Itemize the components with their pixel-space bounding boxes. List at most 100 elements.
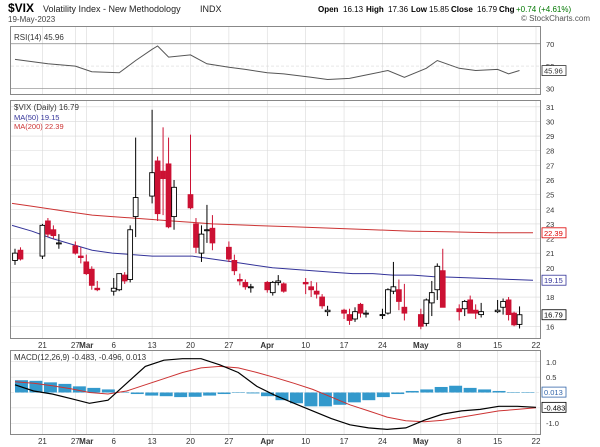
rsi-panel bbox=[10, 26, 541, 95]
low-label: Low bbox=[411, 5, 428, 14]
close-label: Close bbox=[451, 5, 473, 14]
candle-body bbox=[88, 268, 95, 286]
value-tags: 45.96 22.39 19.15 16.79 0.013 -0.483 bbox=[541, 65, 567, 413]
rsi-series bbox=[14, 45, 520, 81]
macd-histogram-bar bbox=[463, 387, 477, 393]
x-tick-label: 27 bbox=[71, 437, 80, 446]
candle-body bbox=[324, 309, 331, 313]
candle-body bbox=[269, 281, 276, 294]
macd-value-tag: -0.483 bbox=[541, 401, 567, 413]
macd-histogram-bar bbox=[362, 392, 376, 401]
candle-body bbox=[77, 255, 84, 258]
candle-body bbox=[516, 314, 523, 325]
x-tick-label: 15 bbox=[493, 341, 502, 350]
ma50-value-tag-box bbox=[541, 274, 567, 286]
x-tick-label: 6 bbox=[111, 437, 116, 446]
rsi-value-tag: 45.96 bbox=[541, 65, 567, 76]
x-tick-label: May bbox=[413, 341, 429, 350]
candle-body bbox=[461, 300, 468, 310]
macd-value-tag-box bbox=[541, 401, 567, 413]
macd-histogram-bar bbox=[289, 392, 303, 404]
x-tick-label: May bbox=[413, 437, 429, 446]
candle-body bbox=[434, 265, 441, 291]
macd-y-tick: 0.5 bbox=[546, 373, 556, 382]
candle-body bbox=[478, 311, 485, 316]
candle-body bbox=[275, 280, 282, 283]
low-value: 15.85 bbox=[429, 5, 450, 14]
x-tick-label: Apr bbox=[260, 437, 274, 446]
candle-body bbox=[417, 314, 424, 327]
close-value-tag-box bbox=[541, 309, 567, 321]
price-y-tick: 26 bbox=[546, 176, 554, 185]
candle-body bbox=[319, 296, 325, 307]
macd-histogram-bar bbox=[347, 392, 361, 403]
macd-histogram-bar bbox=[87, 387, 101, 393]
ma200-value-tag: 22.39 bbox=[541, 227, 567, 239]
candle-body bbox=[385, 289, 391, 314]
candle-body bbox=[193, 223, 199, 248]
macd-histogram-bar bbox=[391, 392, 405, 395]
ma50-value-tag: 19.15 bbox=[541, 274, 567, 286]
x-tick-label: 17 bbox=[340, 341, 349, 350]
candle-body bbox=[94, 287, 101, 291]
candle-body bbox=[127, 229, 134, 280]
x-tick-label: 13 bbox=[148, 341, 157, 350]
close-value-tag: 16.79 bbox=[541, 309, 567, 321]
candle-body bbox=[165, 163, 172, 228]
macd-histogram-bar bbox=[188, 392, 202, 397]
ma200-legend: MA(200) 22.39 bbox=[14, 122, 64, 131]
x-tick-label: 22 bbox=[532, 437, 541, 446]
price-y-tick: 30 bbox=[546, 117, 554, 126]
macd-histogram-bar bbox=[434, 386, 448, 393]
candle-body bbox=[116, 273, 123, 291]
security-name: Volatility Index - New Methodology bbox=[43, 4, 181, 14]
exchange-label: INDX bbox=[200, 4, 222, 14]
macd-histogram-bar bbox=[130, 392, 144, 395]
candle-body bbox=[308, 286, 314, 291]
price-y-tick: 28 bbox=[546, 147, 554, 156]
candle-body bbox=[500, 300, 506, 308]
close-value: 16.79 bbox=[477, 5, 498, 14]
macd-histogram-bar bbox=[449, 385, 463, 393]
x-tick-label: Apr bbox=[260, 341, 274, 350]
x-tick-label: 21 bbox=[38, 437, 47, 446]
ma50-line bbox=[11, 224, 534, 281]
candle-body bbox=[187, 194, 194, 209]
macd-histogram-bar bbox=[261, 392, 274, 397]
candle-body bbox=[149, 172, 155, 197]
x-tick-label: 20 bbox=[186, 437, 195, 446]
candle-body bbox=[280, 283, 287, 292]
x-tick-label: 24 bbox=[378, 437, 387, 446]
macd-histogram-bar bbox=[304, 392, 318, 407]
candle-body bbox=[379, 314, 386, 317]
candle-body bbox=[505, 299, 512, 316]
candle-body bbox=[17, 249, 24, 260]
price-panel bbox=[10, 100, 541, 339]
price-y-tick: 25 bbox=[546, 191, 554, 200]
high-label: High bbox=[366, 5, 384, 14]
ma50-value-tag-text: 19.15 bbox=[544, 276, 563, 285]
macd-histogram-bar bbox=[145, 392, 159, 396]
rsi-title: RSI(14) 45.96 bbox=[14, 33, 64, 42]
candle-body bbox=[390, 286, 397, 292]
candle-body bbox=[428, 292, 435, 304]
price-y-tick: 18 bbox=[546, 293, 554, 302]
candle-body bbox=[237, 279, 243, 282]
x-tick-label: 24 bbox=[378, 341, 387, 350]
price-y-tick: 29 bbox=[546, 132, 554, 141]
candle-body bbox=[313, 290, 320, 295]
candle-body bbox=[352, 311, 358, 320]
price-y-tick: 16 bbox=[546, 322, 554, 331]
x-tick-label: Mar bbox=[79, 437, 93, 446]
grid bbox=[11, 27, 540, 434]
x-tick-label: 22 bbox=[532, 341, 541, 350]
open-label: Open bbox=[318, 5, 339, 14]
macd-histogram-bar bbox=[174, 392, 188, 398]
ohlc-readout: Open 16.13 High 17.36 Low 15.85 Close 16… bbox=[318, 5, 571, 14]
macd-value-tag-text: -0.483 bbox=[544, 403, 565, 412]
candle-body bbox=[72, 245, 79, 254]
macd-histogram-bar bbox=[492, 390, 506, 393]
macd-histogram-bar bbox=[232, 392, 246, 393]
price-title: $VIX (Daily) 16.79 bbox=[14, 103, 79, 112]
candle-body bbox=[132, 197, 139, 218]
